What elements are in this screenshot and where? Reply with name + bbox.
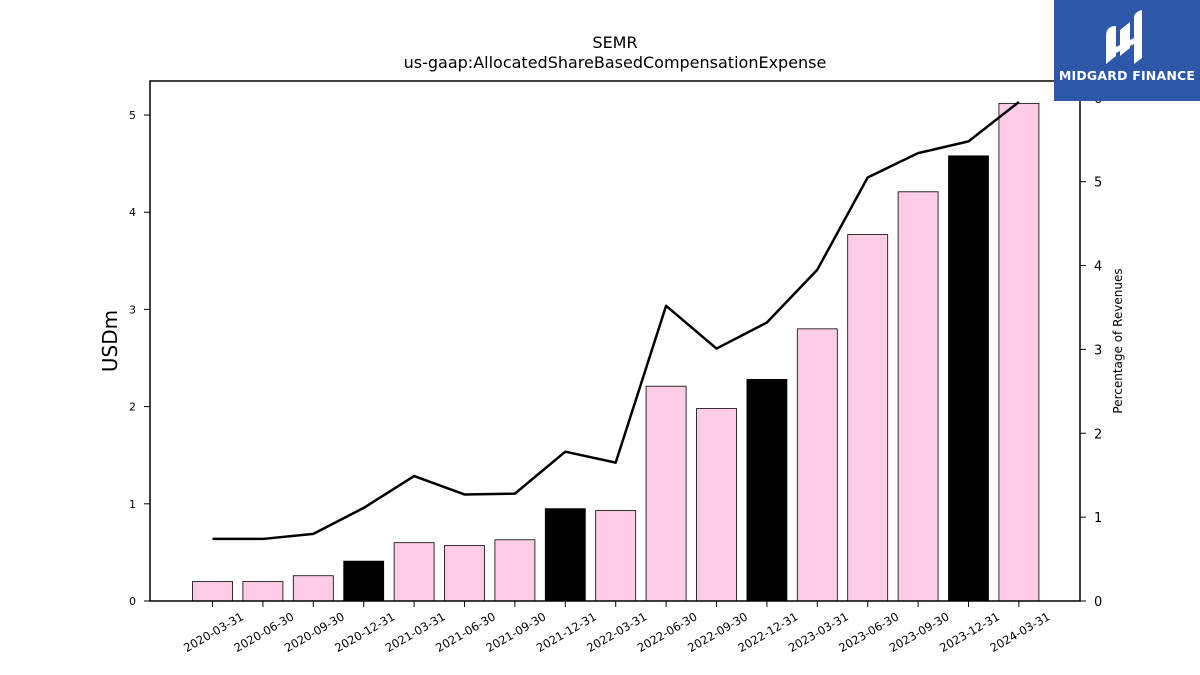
y2-axis: 0123456 bbox=[1080, 92, 1102, 610]
bar bbox=[796, 328, 838, 602]
y-axis: 0 1 2 3 4 5 bbox=[129, 109, 150, 608]
bar bbox=[998, 102, 1040, 602]
y-tick-label: 2 bbox=[129, 401, 136, 414]
y2-tick-label: 2 bbox=[1094, 427, 1102, 442]
y2-tick-label: 4 bbox=[1094, 260, 1102, 275]
bar bbox=[948, 155, 989, 602]
bar bbox=[595, 510, 637, 602]
bar bbox=[343, 560, 385, 602]
y-tick-label: 4 bbox=[129, 206, 136, 219]
y-tick-label: 5 bbox=[129, 109, 136, 122]
bar bbox=[897, 191, 939, 602]
bar bbox=[192, 581, 233, 602]
bar bbox=[696, 408, 737, 602]
midgard-finance-logo: MIDGARD FINANCE bbox=[1054, 0, 1200, 101]
midgard-logo-icon bbox=[1106, 10, 1142, 64]
bar bbox=[746, 378, 788, 602]
bar-series bbox=[192, 102, 1040, 602]
y-tick-label: 3 bbox=[129, 303, 136, 316]
bar bbox=[645, 385, 687, 602]
logo-text: MIDGARD FINANCE bbox=[1058, 68, 1196, 83]
bar bbox=[494, 539, 536, 602]
y-tick-label: 1 bbox=[129, 498, 136, 511]
y-axis-label: USDm bbox=[98, 310, 122, 372]
series-line bbox=[212, 100, 1020, 541]
chart-title: SEMR bbox=[592, 33, 637, 52]
chart-subtitle: us-gaap:AllocatedShareBasedCompensationE… bbox=[404, 53, 827, 72]
y2-tick-label: 3 bbox=[1094, 343, 1102, 358]
bar bbox=[847, 234, 889, 602]
y-tick-label: 0 bbox=[129, 595, 136, 608]
y2-axis-label: Percentage of Revenues bbox=[1111, 268, 1125, 413]
y2-tick-label: 5 bbox=[1094, 176, 1102, 191]
y2-tick-label: 0 bbox=[1094, 595, 1102, 610]
plot-frame bbox=[149, 80, 1081, 602]
y2-tick-label: 1 bbox=[1094, 511, 1102, 526]
bar bbox=[444, 545, 485, 602]
line-series bbox=[212, 100, 1020, 541]
bar bbox=[242, 581, 284, 602]
bar bbox=[544, 508, 586, 602]
bar bbox=[393, 542, 435, 602]
x-axis: 2020-03-312020-06-302020-09-302020-12-31… bbox=[181, 601, 1052, 655]
bar bbox=[292, 575, 334, 602]
